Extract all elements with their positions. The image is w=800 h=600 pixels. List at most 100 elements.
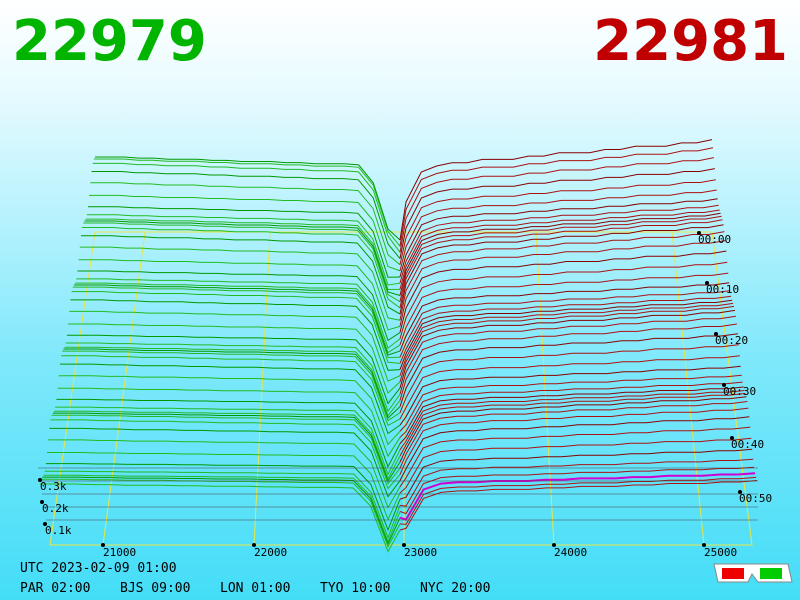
ask-depth-line bbox=[399, 295, 732, 364]
zone-time: BJS 09:00 bbox=[120, 581, 190, 596]
depth-lines bbox=[38, 139, 758, 553]
price-label: 24000 bbox=[554, 546, 587, 559]
bid-depth-line bbox=[89, 194, 401, 272]
price-label: 22000 bbox=[254, 546, 287, 559]
zone-time: PAR 02:00 bbox=[20, 581, 90, 596]
ask-depth-line bbox=[399, 272, 729, 346]
bid-depth-line bbox=[45, 463, 401, 532]
ask-depth-line bbox=[399, 309, 736, 389]
tick-dot bbox=[722, 383, 726, 387]
ask-depth-line bbox=[399, 416, 750, 481]
bid-depth-line bbox=[68, 323, 401, 394]
ask-depth-line bbox=[399, 219, 723, 308]
volume-label: 0.3k bbox=[40, 480, 67, 493]
bid-depth-line bbox=[56, 398, 401, 468]
lens-green bbox=[760, 568, 782, 579]
bid-depth-line bbox=[44, 470, 401, 539]
tick-dot bbox=[402, 543, 406, 547]
ask-depth-line bbox=[399, 315, 736, 395]
ask-depth-line bbox=[399, 224, 724, 315]
ask-depth-line bbox=[399, 374, 742, 432]
bid-depth-line bbox=[86, 214, 401, 286]
bid-depth-line bbox=[93, 158, 401, 247]
bid-depth-line bbox=[66, 334, 401, 405]
bid-depth-line bbox=[63, 348, 401, 419]
bid-depth-line bbox=[41, 478, 401, 548]
time-label: 00:10 bbox=[706, 283, 739, 296]
bid-depth-line bbox=[61, 355, 401, 427]
time-label: 00:50 bbox=[739, 492, 772, 505]
bid-depth-line bbox=[65, 342, 401, 413]
bid-depth-line bbox=[57, 387, 401, 458]
price-label: 21000 bbox=[103, 546, 136, 559]
ask-depth-line bbox=[399, 240, 726, 327]
zone-time: TYO 10:00 bbox=[320, 581, 390, 596]
ask-depth-line bbox=[399, 299, 733, 370]
bid-depth-line bbox=[75, 282, 401, 354]
zone-time: NYC 20:00 bbox=[420, 581, 490, 596]
ask-depth-line bbox=[399, 282, 730, 352]
floor-grid bbox=[49, 231, 753, 546]
ask-depth-line bbox=[399, 355, 740, 420]
ask-depth-line bbox=[399, 401, 748, 469]
ask-depth-line bbox=[399, 476, 757, 525]
bid-depth-line bbox=[69, 310, 401, 382]
tick-dot bbox=[38, 478, 42, 482]
ask-depth-line bbox=[399, 212, 721, 296]
tick-dot bbox=[40, 500, 44, 504]
bid-depth-line bbox=[91, 171, 401, 259]
ask-depth-line bbox=[399, 157, 714, 253]
ask-depth-line bbox=[399, 168, 715, 259]
bid-depth-line bbox=[72, 286, 401, 359]
price-label: 23000 bbox=[404, 546, 437, 559]
ask-depth-line bbox=[399, 426, 751, 488]
floor-line bbox=[671, 231, 705, 546]
bid-depth-line bbox=[52, 412, 401, 483]
bid-depth-line bbox=[90, 182, 401, 266]
time-label: 00:20 bbox=[715, 334, 748, 347]
tick-dot bbox=[697, 231, 701, 235]
ask-depth-line bbox=[399, 302, 734, 376]
lens-red bbox=[722, 568, 744, 579]
ask-depth-line bbox=[399, 344, 739, 413]
ask-depth-line bbox=[399, 365, 741, 426]
ask-depth-line bbox=[399, 323, 737, 401]
ask-depth-line bbox=[399, 448, 753, 500]
tick-dot bbox=[552, 543, 556, 547]
bid-depth-line bbox=[78, 259, 401, 331]
ask-depth-line bbox=[399, 231, 725, 321]
ask-depth-line bbox=[399, 250, 727, 333]
bid-depth-line bbox=[42, 476, 401, 546]
bid-depth-line bbox=[43, 474, 401, 543]
3d-glasses-icon[interactable] bbox=[713, 563, 793, 583]
tick-dot bbox=[714, 332, 718, 336]
ask-depth-line bbox=[399, 189, 717, 271]
ask-depth-line bbox=[399, 392, 746, 457]
bid-depth-line bbox=[40, 483, 401, 553]
bid-depth-line bbox=[95, 156, 401, 241]
floor-line bbox=[253, 231, 271, 546]
ask-depth-line bbox=[399, 179, 716, 265]
price-label: 25000 bbox=[704, 546, 737, 559]
floor-line bbox=[535, 231, 555, 546]
bid-depth-line bbox=[71, 291, 401, 364]
bid-depth-line bbox=[47, 452, 401, 521]
bid-depth-line bbox=[51, 414, 401, 485]
ask-depth-line bbox=[399, 437, 752, 494]
bid-depth-line bbox=[70, 299, 401, 371]
bid-depth-line bbox=[49, 427, 401, 498]
ask-depth-line bbox=[399, 305, 735, 383]
zone-time: LON 01:00 bbox=[220, 581, 290, 596]
ask-depth-line bbox=[399, 215, 722, 302]
bid-depth-line bbox=[64, 346, 401, 417]
volume-label: 0.2k bbox=[42, 502, 69, 515]
utc-time: UTC 2023-02-09 01:00 bbox=[20, 561, 177, 576]
ask-depth-line bbox=[399, 390, 745, 451]
time-label: 00:30 bbox=[723, 385, 756, 398]
ask-price: 22981 bbox=[593, 9, 788, 74]
bid-depth-line bbox=[48, 439, 401, 509]
bid-depth-line bbox=[76, 278, 401, 349]
ask-depth-line bbox=[399, 147, 714, 247]
time-label: 00:00 bbox=[698, 233, 731, 246]
tick-dot bbox=[43, 522, 47, 526]
